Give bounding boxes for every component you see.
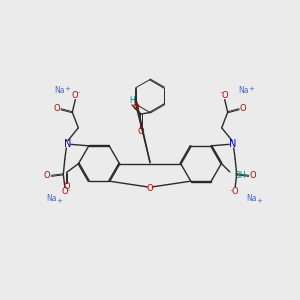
Text: Na: Na <box>47 194 57 203</box>
Text: O: O <box>61 187 68 196</box>
Text: Na: Na <box>55 86 65 95</box>
Text: O: O <box>250 171 256 180</box>
Text: O: O <box>240 104 247 113</box>
Text: +: + <box>57 198 63 204</box>
Text: +: + <box>64 86 70 92</box>
Text: ⁻: ⁻ <box>230 190 233 196</box>
Text: O: O <box>53 104 60 113</box>
Text: N: N <box>229 139 236 149</box>
Text: O: O <box>232 187 238 196</box>
Text: O: O <box>132 103 139 112</box>
Text: Na: Na <box>246 194 256 203</box>
Text: O: O <box>138 127 144 136</box>
Text: O: O <box>147 184 153 193</box>
Text: N: N <box>64 139 71 149</box>
Text: ⁻: ⁻ <box>77 91 81 97</box>
Text: ⁻: ⁻ <box>219 91 223 97</box>
Text: O: O <box>72 91 79 100</box>
Text: O: O <box>221 91 228 100</box>
Text: O: O <box>44 171 50 180</box>
Text: ⁻: ⁻ <box>67 190 70 196</box>
Text: +: + <box>248 86 254 92</box>
Text: +: + <box>256 198 262 204</box>
Text: Na: Na <box>238 86 249 95</box>
Text: O: O <box>63 182 70 191</box>
Text: OH: OH <box>235 171 247 180</box>
Text: H: H <box>129 96 135 105</box>
